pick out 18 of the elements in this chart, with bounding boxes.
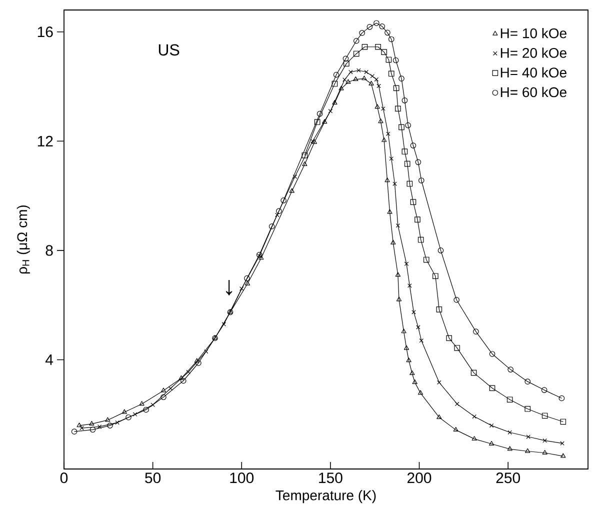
y-tick-label: 4 bbox=[45, 354, 54, 365]
legend-label: H= 40 kOe bbox=[500, 67, 566, 78]
x-tick-label: 200 bbox=[407, 472, 432, 484]
y-tick-label: 8 bbox=[46, 245, 53, 256]
x-tick-label: 250 bbox=[496, 472, 520, 484]
legend-label: H= 10 kOe bbox=[500, 28, 566, 38]
y-tick-label: 16 bbox=[38, 26, 53, 38]
x-axis-title: Temperature (K) bbox=[276, 490, 376, 504]
x-tick-label: 150 bbox=[319, 472, 342, 484]
y-tick-label: 12 bbox=[38, 136, 53, 146]
y-axis-title: ρ$_{H}$ (μΩ cm) bbox=[16, 205, 30, 274]
annotation: ↓ bbox=[226, 280, 232, 296]
x-tick-label: 50 bbox=[145, 472, 161, 484]
text: US bbox=[158, 44, 180, 56]
legend-label: H= 60 kOe bbox=[500, 86, 566, 98]
legend-label: H= 20 kOe bbox=[500, 48, 566, 58]
x-tick-label: 0 bbox=[60, 472, 68, 484]
x-tick-label: 100 bbox=[230, 472, 254, 484]
